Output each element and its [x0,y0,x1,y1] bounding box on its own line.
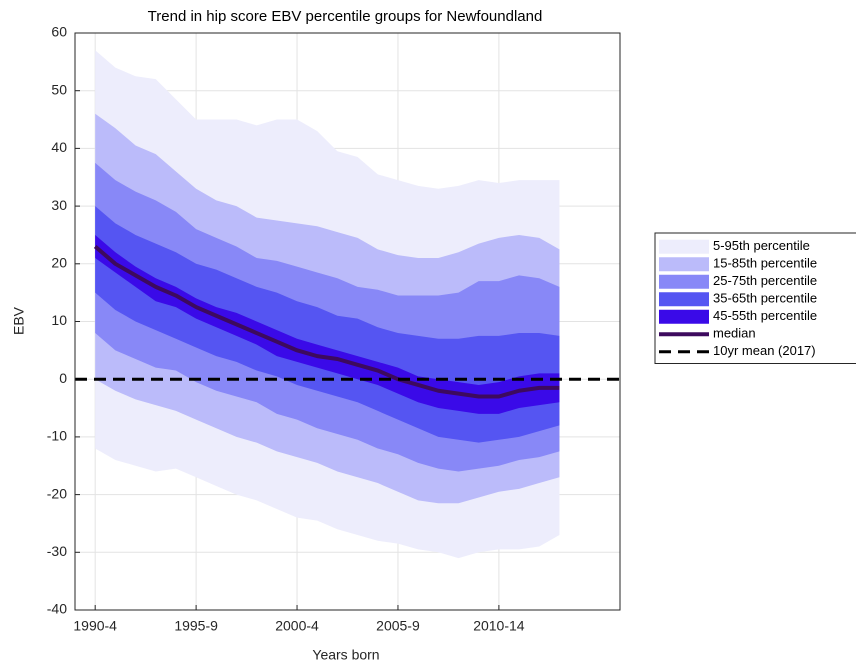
y-tick-label: -40 [47,601,67,617]
legend-label: 5-95th percentile [713,238,810,253]
y-tick-label: 20 [51,255,67,271]
legend-swatch [659,257,709,272]
y-tick-label: 50 [51,81,67,97]
legend-label: 35-65th percentile [713,291,817,306]
y-tick-label: 0 [59,370,67,386]
legend-swatch [659,274,709,289]
chart-title: Trend in hip score EBV percentile groups… [148,8,543,25]
legend-label: median [713,326,756,341]
x-tick-label: 1990-4 [73,618,117,634]
legend-swatch [659,239,709,254]
x-tick-label: 2000-4 [275,618,319,634]
percentile-band [95,234,560,414]
legend-label: 10yr mean (2017) [713,343,816,358]
y-tick-label: -30 [47,543,67,559]
legend-label: 45-55th percentile [713,308,817,323]
y-axis-label: EBV [11,306,27,335]
plot-frame [74,32,621,611]
y-tick-label: -10 [47,428,67,444]
legend-label: 15-85th percentile [713,256,817,271]
x-tick-label: 1995-9 [174,618,218,634]
x-axis-label: Years born [312,647,379,663]
y-tick-label: 60 [51,24,67,40]
y-tick-label: 10 [51,312,67,328]
y-tick-label: 30 [51,197,67,213]
legend-label: 25-75th percentile [713,273,817,288]
y-tick-label: -20 [47,485,67,501]
legend-swatch [659,309,709,324]
median-line [93,244,560,399]
x-tick-label: 2010-14 [473,618,525,634]
y-tick-label: 40 [51,139,67,155]
legend-swatch [659,292,709,307]
x-tick-label: 2005-9 [376,618,420,634]
